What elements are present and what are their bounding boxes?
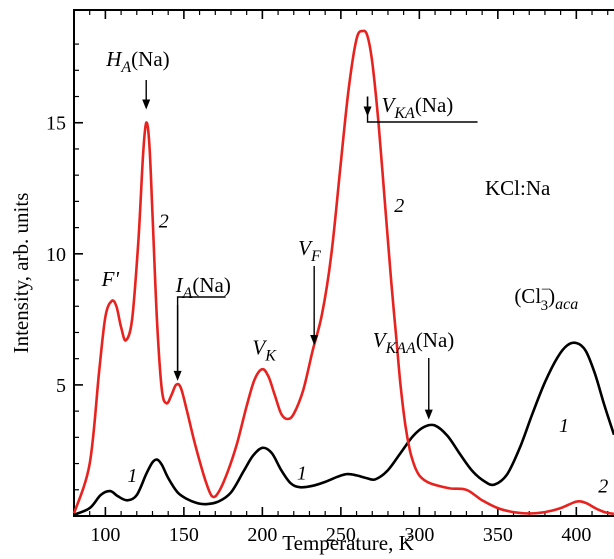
curve-number-label: 2 <box>598 475 608 497</box>
series-lines <box>72 29 614 516</box>
sample-label: KCl:Na <box>485 176 551 200</box>
peak-label: VKA(Na) <box>382 93 454 122</box>
annotation-arrow-head <box>142 99 151 110</box>
annotation-arrow-head <box>310 334 319 345</box>
curve-number-label: 2 <box>159 211 169 233</box>
series-line-2 <box>72 29 614 516</box>
curve-number-label: 1 <box>297 462 307 484</box>
peak-label: IA(Na) <box>175 273 231 302</box>
y-tick-label: 15 <box>46 113 66 135</box>
annotation-leader <box>176 296 226 379</box>
y-tick-label: 10 <box>46 244 66 266</box>
x-tick-label: 150 <box>169 524 199 546</box>
peak-label: VKAA(Na) <box>373 328 455 357</box>
annotation-arrow-head <box>363 106 372 117</box>
x-tick-label: 100 <box>90 524 120 546</box>
x-tick-label: 200 <box>247 524 277 546</box>
y-tick-label: 5 <box>56 375 66 397</box>
peak-label: VF <box>298 236 321 265</box>
curve-number-label: 2 <box>394 195 404 217</box>
peak-label: F' <box>101 267 120 291</box>
axis-ticks: 100 150 200 250 300 350 400 5 10 15 <box>46 10 609 546</box>
curve-number-label: 1 <box>559 415 569 437</box>
x-axis-title: Temperature, K <box>282 531 413 555</box>
x-tick-label: 250 <box>326 524 356 546</box>
plot-frame <box>73 9 614 517</box>
curve-number-label: 1 <box>127 465 137 487</box>
series-line-1 <box>73 341 614 516</box>
peak-label: HA(Na) <box>105 47 169 76</box>
x-tick-label: 350 <box>483 524 513 546</box>
peak-label: (Cl− 3)aca <box>514 282 578 314</box>
peak-annotations: F' HA(Na) IA(Na) VK VF VKA(Na) VKAA(Na) (Cl− 3)a… <box>101 47 609 497</box>
annotation-arrow-head <box>424 409 433 420</box>
peak-label: VK <box>252 336 277 365</box>
y-axis-title: Intensity, arb. units <box>9 193 33 354</box>
x-tick-label: 400 <box>561 524 591 546</box>
annotation-arrow-head <box>173 370 182 381</box>
axes-frame <box>73 9 614 517</box>
x-tick-label: 300 <box>404 524 434 546</box>
